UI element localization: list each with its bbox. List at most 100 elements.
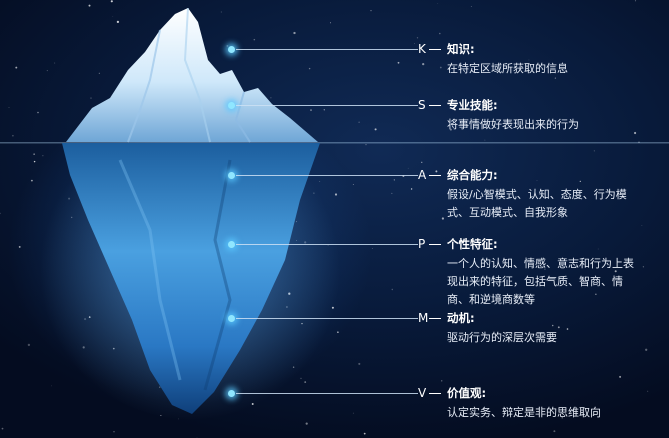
layer-letter: K: [418, 42, 426, 56]
layer-description: 将事情做好表现出来的行为: [447, 118, 579, 131]
star: [54, 62, 56, 64]
star: [365, 144, 367, 146]
star: [557, 326, 560, 329]
star: [597, 248, 599, 250]
layer-letter: M: [418, 311, 429, 325]
layer-marker-dot: [228, 241, 235, 248]
layer-marker-dot: [228, 172, 235, 179]
layer-skills: S 专业技能: 将事情做好表现出来的行为: [228, 97, 668, 137]
connector-line: [236, 49, 418, 50]
star: [416, 37, 419, 39]
layer-title: 个性特征:: [447, 237, 498, 251]
layer-letter: V: [418, 386, 427, 400]
star: [98, 72, 100, 74]
star: [33, 160, 36, 163]
star: [352, 412, 354, 414]
letter-dash: [429, 318, 441, 319]
star: [561, 417, 563, 419]
star: [113, 431, 115, 433]
layer-description: 认定实务、辩定是非的思维取向: [447, 406, 601, 419]
star: [293, 31, 296, 35]
layer-values: V 价值观: 认定实务、辩定是非的思维取向: [228, 385, 668, 425]
star: [371, 247, 373, 249]
star: [46, 70, 48, 72]
star: [647, 390, 649, 392]
star: [323, 109, 325, 111]
star: [553, 430, 556, 433]
star: [435, 170, 438, 173]
layer-letter: S: [418, 98, 426, 112]
letter-dash: [429, 393, 441, 394]
star: [110, 0, 113, 3]
star: [619, 375, 622, 378]
star: [15, 66, 18, 69]
star: [88, 4, 91, 7]
star: [554, 77, 557, 79]
star: [90, 97, 92, 99]
star: [448, 68, 451, 70]
star: [226, 44, 229, 47]
star: [112, 16, 114, 17]
star: [437, 3, 439, 4]
layer-letter: A: [418, 168, 427, 182]
letter-dash: [429, 49, 441, 50]
star: [422, 172, 425, 175]
waterline: [0, 142, 669, 144]
star: [305, 422, 308, 425]
star: [304, 381, 307, 383]
star: [391, 288, 394, 291]
star: [33, 153, 35, 155]
star: [310, 109, 312, 112]
star: [410, 188, 413, 190]
star: [579, 180, 581, 183]
layer-description: 一个人的认知、情感、意志和行为上表现出来的特征，包括气质、智商、情商、和逆境商数…: [447, 257, 634, 306]
star: [593, 150, 595, 152]
star: [30, 179, 33, 182]
connector-line: [236, 244, 418, 245]
star: [391, 192, 393, 194]
layer-marker-dot: [228, 315, 235, 322]
star: [421, 161, 423, 163]
iceberg-underwater: [62, 143, 320, 414]
layer-marker-dot: [228, 46, 235, 53]
star: [337, 331, 339, 334]
star: [397, 61, 400, 64]
layer-title: 动机:: [447, 311, 475, 325]
connector-line: [236, 393, 418, 394]
star: [592, 414, 594, 416]
star: [439, 32, 441, 35]
star: [374, 128, 377, 131]
star: [358, 362, 361, 365]
star: [116, 20, 120, 24]
star: [358, 121, 360, 123]
star: [407, 167, 409, 169]
letter-dash: [429, 244, 441, 245]
star: [638, 141, 640, 143]
connector-line: [236, 105, 418, 106]
star: [484, 139, 486, 141]
star: [51, 385, 52, 387]
star: [645, 348, 648, 351]
connector-line: [236, 318, 418, 319]
layer-letter: P: [418, 237, 426, 251]
star: [27, 343, 31, 347]
layer-marker-dot: [228, 102, 235, 109]
star: [641, 224, 643, 226]
layer-abilities: A 综合能力: 假设/心智模式、认知、态度、行为模式、互动模式、自我形象: [228, 167, 668, 219]
layer-description: 假设/心智模式、认知、态度、行为模式、互动模式、自我形象: [447, 188, 627, 219]
layer-title: 综合能力:: [447, 168, 498, 182]
star: [8, 107, 10, 108]
star: [521, 303, 523, 305]
star: [12, 134, 14, 137]
star: [18, 245, 21, 248]
layer-description: 驱动行为的深层次需要: [447, 331, 557, 344]
star: [363, 432, 366, 435]
star: [393, 179, 395, 181]
star: [544, 268, 546, 270]
layer-knowledge: K 知识: 在特定区域所获取的信息: [228, 41, 668, 81]
star: [614, 270, 617, 273]
connector-line: [236, 175, 418, 176]
star: [42, 155, 44, 157]
